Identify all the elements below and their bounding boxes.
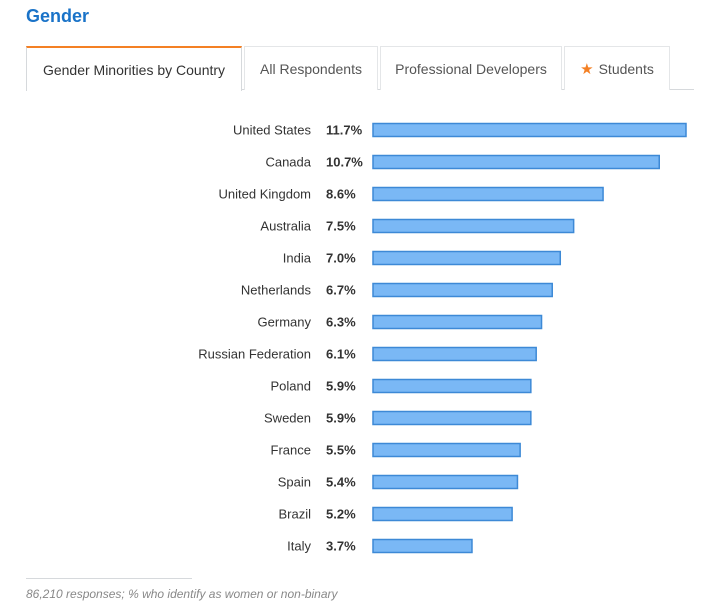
category-label: India xyxy=(283,251,312,266)
section-heading: Gender xyxy=(26,6,90,26)
category-label: Poland xyxy=(271,379,311,394)
category-label: United Kingdom xyxy=(219,187,312,202)
value-label: 5.4% xyxy=(326,475,356,490)
bar-chart: United States 11.7% Canada 10.7% United King… xyxy=(198,122,687,554)
tab-professional-developers[interactable]: Professional Developers xyxy=(380,46,562,90)
category-label: United States xyxy=(233,123,312,138)
value-label: 11.7% xyxy=(326,123,363,138)
bar xyxy=(372,442,521,458)
category-label: Spain xyxy=(278,475,311,490)
value-label: 8.6% xyxy=(326,187,356,202)
bar xyxy=(372,346,537,362)
value-label: 5.9% xyxy=(326,411,356,426)
bar xyxy=(372,154,660,170)
bar xyxy=(372,474,519,490)
category-label: Netherlands xyxy=(241,283,312,298)
category-label: Sweden xyxy=(264,411,311,426)
tab-label: Professional Developers xyxy=(395,60,547,77)
bar xyxy=(372,506,513,522)
tab-label: Gender Minorities by Country xyxy=(42,61,226,78)
value-label: 6.1% xyxy=(326,347,356,362)
tab-label: All Respondents xyxy=(260,60,362,77)
category-label: Russian Federation xyxy=(198,347,311,362)
bar xyxy=(372,218,575,234)
tab-students[interactable]: ★ Students xyxy=(564,46,670,90)
bar xyxy=(372,122,687,138)
value-label: 3.7% xyxy=(326,539,356,554)
tab-all-respondents[interactable]: All Respondents xyxy=(244,46,378,90)
tab-label: Students xyxy=(598,60,654,77)
value-label: 7.0% xyxy=(326,251,356,266)
category-label: Italy xyxy=(287,539,311,554)
bar xyxy=(372,250,562,266)
bar xyxy=(372,282,553,298)
value-label: 6.3% xyxy=(326,315,356,330)
chart-footnote: 86,210 responses; % who identify as wome… xyxy=(26,587,338,601)
star-icon: ★ xyxy=(580,60,594,78)
value-label: 10.7% xyxy=(326,155,363,170)
category-label: Canada xyxy=(265,155,311,170)
bar xyxy=(372,186,604,202)
bar xyxy=(372,538,473,554)
tab-gender-minorities-by-country[interactable]: Gender Minorities by Country xyxy=(26,46,242,91)
tab-bar: Gender Minorities by Country All Respond… xyxy=(26,46,694,91)
bar xyxy=(372,314,543,330)
value-label: 5.2% xyxy=(326,507,356,522)
footer-divider xyxy=(26,578,192,579)
category-label: France xyxy=(271,443,311,458)
value-label: 5.9% xyxy=(326,379,356,394)
value-label: 6.7% xyxy=(326,283,356,298)
category-label: Brazil xyxy=(278,507,311,522)
category-label: Germany xyxy=(258,315,312,330)
bar xyxy=(372,378,532,394)
value-label: 5.5% xyxy=(326,443,356,458)
value-label: 7.5% xyxy=(326,219,356,234)
category-label: Australia xyxy=(260,219,311,234)
bar xyxy=(372,410,532,426)
